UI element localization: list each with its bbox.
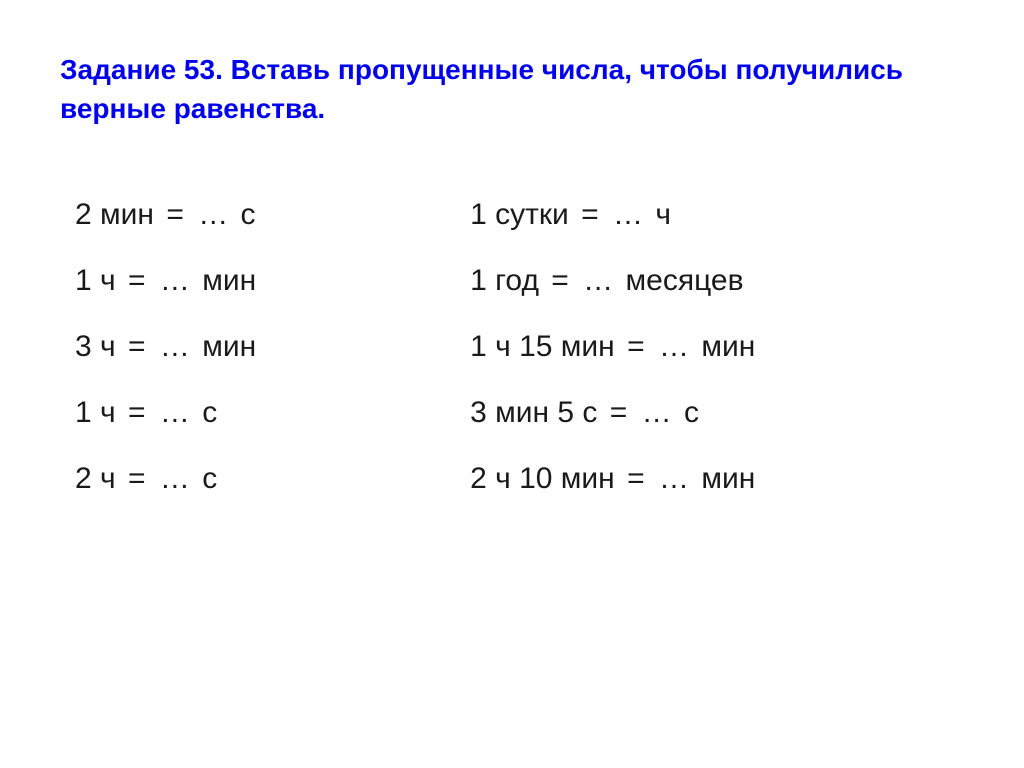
blank: … — [160, 462, 192, 495]
blank: … — [659, 462, 691, 495]
lhs: 2 ч — [75, 462, 116, 495]
blank: … — [160, 264, 192, 297]
exercise-row: 2 ч 10 мин = … мин — [470, 462, 964, 496]
exercise-row: 2 ч = … с — [75, 462, 470, 496]
lhs: 3 мин 5 с — [470, 396, 597, 429]
unit: с — [202, 396, 217, 429]
lhs: 1 сутки — [470, 198, 569, 231]
left-column: 2 мин = … с 1 ч = … мин 3 ч = … мин 1 ч … — [75, 198, 470, 496]
equals: = — [128, 330, 146, 364]
blank: … — [160, 396, 192, 429]
lhs: 2 мин — [75, 198, 154, 231]
unit: месяцев — [626, 264, 744, 297]
exercise-row: 2 мин = … с — [75, 198, 470, 232]
lhs: 2 ч 10 мин — [470, 462, 615, 495]
exercise-heading: Задание 53. Вставь пропущенные числа, чт… — [60, 50, 960, 128]
blank: … — [642, 396, 674, 429]
blank: … — [613, 198, 645, 231]
exercise-grid: 2 мин = … с 1 ч = … мин 3 ч = … мин 1 ч … — [60, 198, 964, 496]
equals: = — [581, 198, 599, 232]
unit: с — [241, 198, 256, 231]
blank: … — [160, 330, 192, 363]
blank: … — [198, 198, 230, 231]
exercise-row: 1 ч = … с — [75, 396, 470, 430]
lhs: 1 ч — [75, 264, 116, 297]
unit: ч — [655, 198, 671, 231]
exercise-row: 3 мин 5 с = … с — [470, 396, 964, 430]
equals: = — [610, 396, 628, 430]
equals: = — [128, 462, 146, 496]
worksheet-page: Задание 53. Вставь пропущенные числа, чт… — [0, 0, 1024, 768]
lhs: 1 год — [470, 264, 539, 297]
equals: = — [128, 396, 146, 430]
equals: = — [627, 330, 645, 364]
equals: = — [128, 264, 146, 298]
unit: мин — [701, 330, 755, 363]
lhs: 3 ч — [75, 330, 116, 363]
unit: мин — [202, 330, 256, 363]
blank: … — [583, 264, 615, 297]
equals: = — [166, 198, 184, 232]
exercise-row: 1 сутки = … ч — [470, 198, 964, 232]
exercise-row: 1 ч 15 мин = … мин — [470, 330, 964, 364]
unit: с — [684, 396, 699, 429]
right-column: 1 сутки = … ч 1 год = … месяцев 1 ч 15 м… — [470, 198, 964, 496]
lhs: 1 ч — [75, 396, 116, 429]
lhs: 1 ч 15 мин — [470, 330, 615, 363]
exercise-row: 1 год = … месяцев — [470, 264, 964, 298]
equals: = — [551, 264, 569, 298]
exercise-row: 1 ч = … мин — [75, 264, 470, 298]
exercise-row: 3 ч = … мин — [75, 330, 470, 364]
equals: = — [627, 462, 645, 496]
unit: мин — [701, 462, 755, 495]
blank: … — [659, 330, 691, 363]
unit: мин — [202, 264, 256, 297]
unit: с — [202, 462, 217, 495]
